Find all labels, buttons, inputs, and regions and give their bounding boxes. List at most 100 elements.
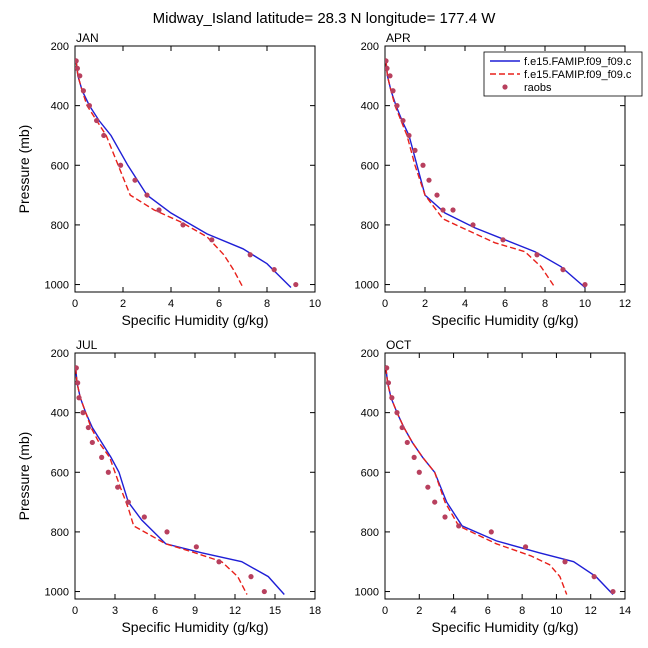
- raobs-point: [85, 424, 91, 431]
- x-tick-label: 4: [168, 298, 174, 310]
- x-tick-label: 6: [502, 298, 508, 310]
- y-tick-label: 200: [51, 348, 69, 360]
- raobs-point: [387, 73, 393, 79]
- figure-title: Midway_Island latitude= 28.3 N longitude…: [153, 10, 497, 27]
- raobs-point: [144, 192, 150, 198]
- x-tick-label: 6: [216, 298, 222, 310]
- raobs-point: [412, 147, 418, 153]
- raobs-point: [416, 469, 422, 475]
- raobs-point: [560, 267, 566, 273]
- y-tick-label: 600: [51, 467, 69, 479]
- raobs-point: [216, 559, 222, 565]
- raobs-point: [534, 252, 540, 258]
- raobs-point: [80, 88, 86, 94]
- raobs-point: [591, 574, 597, 580]
- raobs-point: [522, 544, 529, 550]
- raobs-point: [450, 207, 456, 213]
- y-tick-label: 1000: [45, 280, 69, 292]
- raobs-point: [562, 559, 568, 565]
- series-line-dashed: [75, 60, 244, 288]
- raobs-point: [293, 281, 299, 288]
- x-tick-label: 12: [619, 298, 631, 310]
- x-tick-label: 15: [269, 605, 281, 617]
- x-tick-label: 10: [309, 298, 321, 310]
- plot-area: [385, 58, 588, 289]
- raobs-point: [385, 58, 389, 64]
- series-line-solid: [75, 367, 285, 595]
- raobs-point: [406, 132, 412, 139]
- raobs-point: [75, 365, 79, 371]
- legend: f.e15.FAMIP.f09_f09.cf.e15.FAMIP.f09_f09…: [483, 51, 643, 97]
- raobs-point: [426, 177, 432, 183]
- x-tick-label: 6: [152, 605, 158, 617]
- y-tick-label: 800: [51, 527, 69, 539]
- x-tick-label: 0: [72, 605, 78, 617]
- raobs-point: [76, 395, 82, 401]
- raobs-point: [394, 410, 400, 416]
- y-tick-label: 800: [51, 220, 69, 232]
- raobs-point: [118, 162, 124, 168]
- x-tick-label: 2: [120, 298, 126, 310]
- y-tick-label: 600: [361, 467, 379, 479]
- raobs-point: [141, 514, 147, 520]
- raobs-point: [75, 65, 80, 71]
- y-tick-label: 600: [361, 160, 379, 172]
- raobs-point: [99, 454, 105, 460]
- raobs-point: [180, 222, 186, 228]
- y-axis-label: Pressure (mb): [16, 125, 32, 214]
- x-tick-label: 0: [382, 298, 388, 310]
- raobs-point: [425, 484, 431, 490]
- panel-title: OCT: [386, 338, 412, 352]
- y-tick-label: 1000: [355, 280, 379, 292]
- raobs-point: [125, 499, 131, 505]
- raobs-point: [411, 454, 417, 460]
- raobs-point: [156, 207, 162, 213]
- x-tick-label: 18: [309, 605, 321, 617]
- raobs-point: [105, 469, 111, 475]
- y-tick-label: 600: [51, 160, 69, 172]
- x-tick-label: 2: [422, 298, 428, 310]
- raobs-point: [385, 365, 390, 371]
- raobs-point: [115, 484, 121, 490]
- series-line-dashed: [385, 60, 556, 288]
- raobs-point: [86, 103, 92, 109]
- x-tick-label: 6: [485, 605, 491, 617]
- raobs-point: [399, 424, 405, 431]
- panel-title: JUL: [76, 338, 98, 352]
- x-tick-label: 10: [550, 605, 562, 617]
- legend-marker: [502, 84, 508, 90]
- series-line-solid: [385, 367, 614, 595]
- raobs-point: [77, 73, 83, 79]
- y-axis-label: Pressure (mb): [16, 432, 32, 521]
- raobs-point: [89, 439, 95, 446]
- y-tick-label: 400: [361, 408, 379, 420]
- plot-frame: [74, 352, 316, 600]
- x-tick-label: 8: [264, 298, 270, 310]
- plot-area: [385, 365, 616, 595]
- raobs-point: [75, 380, 81, 386]
- raobs-point: [75, 58, 79, 64]
- y-tick-label: 800: [361, 220, 379, 232]
- plot-frame: [384, 352, 626, 600]
- x-tick-label: 4: [462, 298, 468, 310]
- raobs-point: [432, 499, 438, 505]
- y-tick-label: 200: [51, 41, 69, 53]
- raobs-point: [488, 529, 494, 535]
- y-tick-label: 400: [361, 101, 379, 113]
- raobs-point: [394, 103, 400, 109]
- x-axis-label: Specific Humidity (g/kg): [431, 312, 578, 328]
- x-tick-label: 0: [382, 605, 388, 617]
- panel-title: APR: [386, 31, 411, 45]
- raobs-point: [456, 523, 462, 529]
- x-tick-label: 2: [416, 605, 422, 617]
- series-line-dashed: [75, 367, 248, 595]
- x-tick-label: 12: [585, 605, 597, 617]
- raobs-point: [248, 574, 254, 580]
- y-tick-label: 800: [361, 527, 379, 539]
- raobs-point: [470, 222, 476, 228]
- y-tick-label: 1000: [45, 587, 69, 599]
- y-tick-label: 1000: [355, 587, 379, 599]
- raobs-point: [271, 267, 277, 273]
